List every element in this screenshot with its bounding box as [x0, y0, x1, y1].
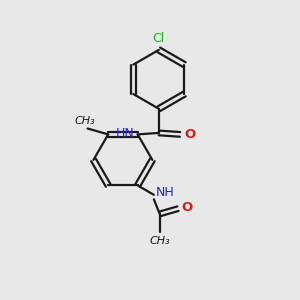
Text: O: O: [184, 128, 195, 141]
Text: HN: HN: [115, 127, 134, 140]
Text: Cl: Cl: [153, 32, 165, 46]
Text: NH: NH: [155, 186, 174, 199]
Text: O: O: [182, 201, 193, 214]
Text: CH₃: CH₃: [75, 116, 95, 126]
Text: CH₃: CH₃: [149, 236, 170, 246]
